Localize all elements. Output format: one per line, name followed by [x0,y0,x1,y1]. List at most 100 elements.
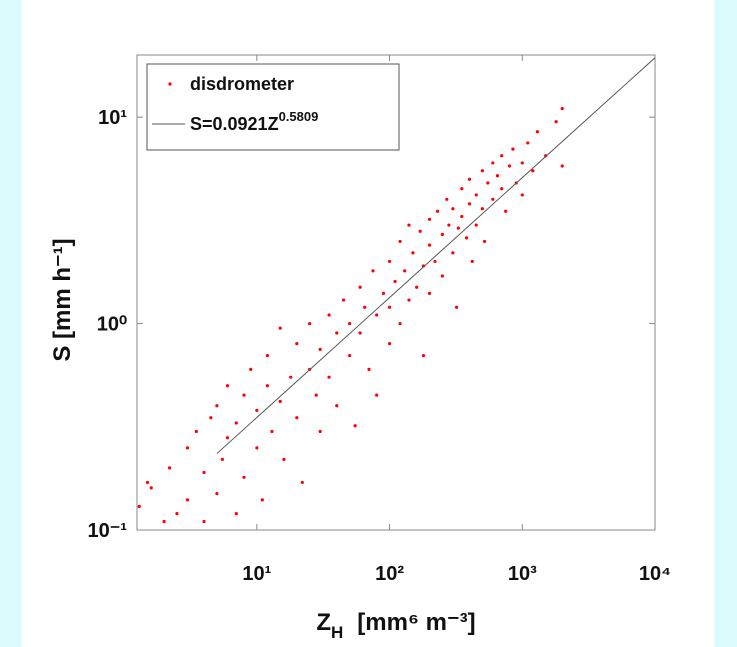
data-point [451,251,455,255]
data-point [185,498,190,502]
data-point [308,321,312,326]
data-point [318,429,322,434]
data-point [249,367,253,371]
data-point [387,259,392,264]
data-point [194,429,198,434]
data-point [495,174,500,178]
data-point [260,498,264,502]
data-point [398,321,402,326]
fit-line [216,57,656,454]
x-tick-label: 10² [375,563,404,585]
data-point [381,291,386,296]
data-point [167,466,172,470]
data-point [341,298,346,302]
data-point [440,232,444,237]
data-point [375,393,379,397]
data-point [531,169,535,173]
y-tick-label: 10⁻¹ [88,520,128,542]
data-point [278,326,282,330]
x-tick-label: 10¹ [242,563,271,585]
data-point [265,384,269,388]
data-point [447,223,451,227]
data-point [398,239,402,244]
data-point [504,209,508,213]
data-point [358,331,362,335]
x-axis-label-main: Z [316,609,331,636]
data-point [520,193,524,197]
data-point [393,279,397,284]
data-point [220,457,224,461]
data-point [407,223,411,227]
data-point [149,486,153,490]
data-point [234,512,238,516]
data-point [335,331,339,335]
data-point [480,169,484,173]
data-point [242,393,246,397]
data-point [162,519,166,524]
x-axis-label-unit: [mm⁶ m⁻³] [357,609,475,636]
data-point [175,512,179,516]
data-point [225,436,230,440]
data-point [480,207,484,211]
legend-label: S=0.0921Z0.5809 [190,109,318,134]
data-point [421,353,426,358]
data-point [327,313,331,317]
data-point [145,480,150,485]
data-point [242,475,246,479]
data-point [507,164,512,168]
data-point [278,399,282,403]
data-point [491,161,495,165]
data-point [440,274,444,278]
data-point [560,106,564,111]
data-point [202,519,206,524]
data-point [554,120,558,124]
y-tick-label: 10⁰ [97,314,127,336]
data-point [265,353,269,358]
legend: disdrometer S=0.0921Z0.5809 [146,63,400,151]
data-point [560,164,564,168]
data-point [215,404,219,408]
data-point [255,446,259,450]
data-point [520,161,524,165]
data-point [318,347,322,351]
data-point [367,367,371,371]
legend-marker [168,82,172,86]
data-point [544,154,548,158]
x-axis-label-sub: H [331,623,343,642]
legend-fit-exponent: 0.5809 [279,109,319,124]
data-point [427,243,432,247]
data-point [491,197,495,201]
data-point [387,305,392,309]
data-point [467,202,472,206]
data-point [403,269,407,273]
data-point [282,457,286,461]
scatter-points [137,106,564,524]
data-point [474,223,478,227]
x-axis-label: ZH [mm⁶ m⁻³] [316,609,475,642]
data-point [460,214,464,219]
data-point [433,259,437,264]
data-point [535,130,540,134]
data-point [327,375,331,379]
data-point [358,285,362,289]
data-point [363,305,367,309]
data-point [270,429,274,434]
y-tick-label: 10¹ [98,107,127,129]
data-point [209,416,213,420]
data-point [375,313,379,317]
data-point [289,375,293,379]
data-point [455,305,459,309]
legend-fit-name: S=0.0921Z [190,114,279,134]
x-tick-label: 10³ [508,563,537,585]
data-point [511,147,515,151]
data-point [225,384,230,388]
data-point [415,285,419,289]
x-tick-label: 10⁴ [639,563,671,585]
data-point [202,470,206,475]
data-point [234,421,238,425]
data-point [474,193,478,197]
data-point [185,446,190,450]
data-point [467,177,472,181]
